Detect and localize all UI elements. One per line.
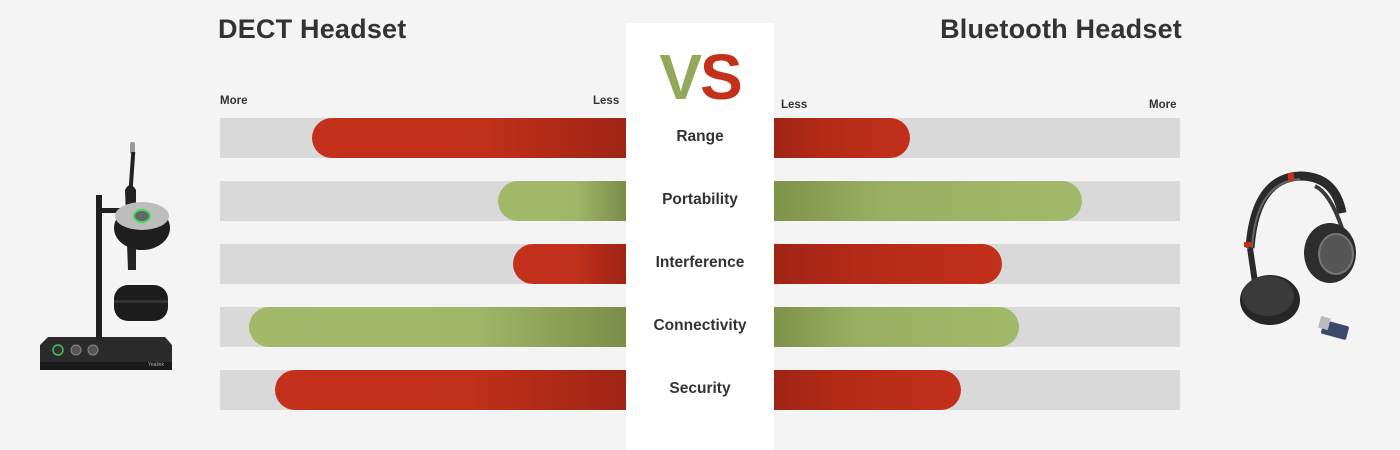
connectivity-bar-dect [249, 307, 626, 347]
portability-track-dect [220, 181, 626, 221]
connectivity-track-bluetooth [774, 307, 1180, 347]
category-label-security: Security [669, 380, 731, 397]
portability-bar-bluetooth [774, 181, 1082, 221]
security-bar-dect [275, 370, 626, 410]
portability-bar-dect [498, 181, 626, 221]
category-label-portability: Portability [662, 191, 738, 208]
center-panel: VS Range Portability Interference Connec… [626, 23, 774, 450]
range-track-dect [220, 118, 626, 158]
security-track-bluetooth [774, 370, 1180, 410]
range-bar-dect [312, 118, 626, 158]
security-bar-bluetooth [774, 370, 961, 410]
bluetooth-headset-image [1240, 171, 1356, 340]
interference-track-dect [220, 244, 626, 284]
connectivity-track-dect [220, 307, 626, 347]
interference-track-bluetooth [774, 244, 1180, 284]
svg-text:Yealink: Yealink [148, 362, 164, 368]
bluetooth-title: Bluetooth Headset [940, 14, 1182, 44]
connectivity-bar-bluetooth [774, 307, 1019, 347]
category-label-connectivity: Connectivity [653, 317, 747, 334]
dect-title: DECT Headset [218, 14, 407, 44]
category-label-interference: Interference [655, 254, 745, 271]
right-scale-less: Less [781, 99, 808, 111]
range-bar-bluetooth [774, 118, 910, 158]
left-scale-less: Less [593, 95, 620, 107]
vs-logo: VS [659, 41, 742, 113]
interference-bar-dect [513, 244, 626, 284]
category-label-range: Range [676, 128, 724, 145]
portability-track-bluetooth [774, 181, 1180, 221]
dect-headset-image: Yealink [40, 142, 172, 370]
right-scale-more: More [1149, 99, 1177, 111]
range-track-bluetooth [774, 118, 1180, 158]
left-scale-more: More [220, 95, 248, 107]
security-track-dect [220, 370, 626, 410]
interference-bar-bluetooth [774, 244, 1002, 284]
